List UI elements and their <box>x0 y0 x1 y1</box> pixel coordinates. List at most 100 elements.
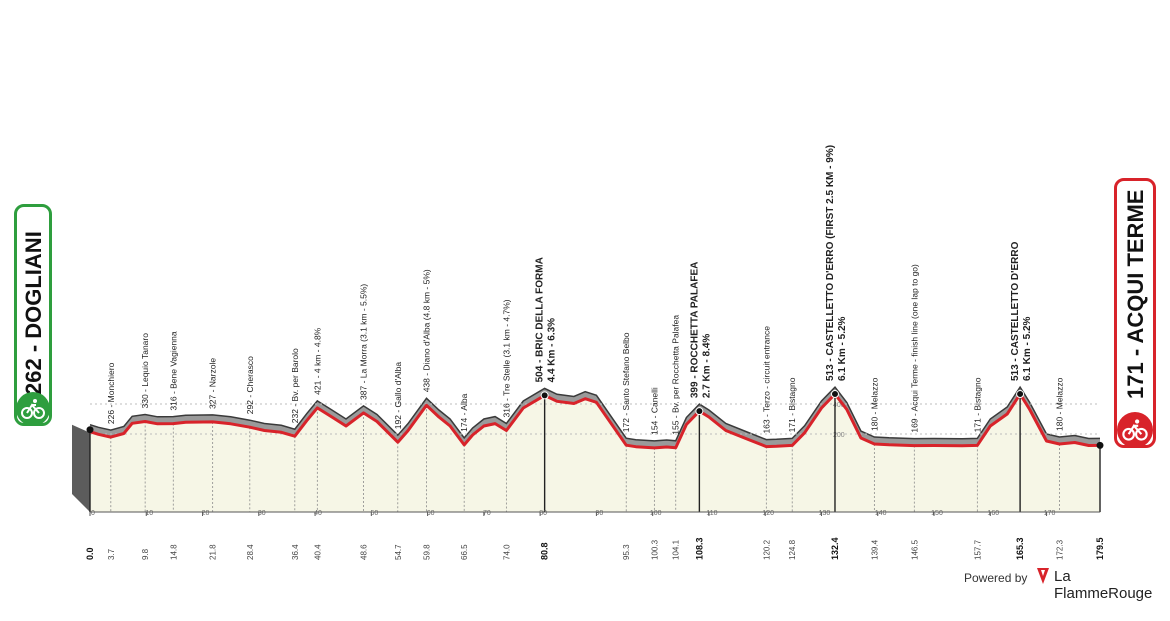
terrain-band <box>90 387 1100 448</box>
x-tick-label: 140 <box>875 510 887 517</box>
waypoint-label: 172 - Santo Stefano Belbo <box>621 332 631 432</box>
waypoint-label-text: 330 - Lequio Tanaro <box>140 333 150 409</box>
waypoint-label-text: 421 - 4 km - 4.8% <box>312 327 322 395</box>
bicycle-icon <box>16 392 50 426</box>
distance-label: 0.0 <box>85 547 95 560</box>
x-tick-label: 80 <box>539 510 547 517</box>
climb-label-line: 4.4 Km - 6.3% <box>547 318 558 383</box>
bicycle-icon <box>1117 412 1153 448</box>
distance-label: 54.7 <box>394 544 403 560</box>
waypoint-label-text: 387 - La Morra (3.1 km - 5.5%) <box>358 284 368 400</box>
finish-badge: 171 - ACQUI TERME <box>1114 178 1156 448</box>
summit-dot <box>695 407 704 416</box>
distance-label: 146.5 <box>910 539 919 560</box>
waypoint-label: 174 - Alba <box>459 393 469 432</box>
waypoint-label: 421 - 4 km - 4.8% <box>312 327 322 395</box>
waypoint-label: 232 - Bv. per Barolo <box>290 348 300 423</box>
waypoint-label: 155 - Bv. per Rocchetta Palafea <box>671 315 681 435</box>
waypoint-label: 163 - Terzo - circuit entrance <box>761 326 771 434</box>
climb-label: 513 - CASTELLETTO D'ERRO 6.1 Km - 5.2% <box>1010 241 1033 381</box>
brand-name: La FlammeRouge <box>1054 568 1153 602</box>
waypoint-label-text: 163 - Terzo - circuit entrance <box>761 326 771 434</box>
waypoint-label: 154 - Canelli <box>649 387 659 435</box>
distance-label: 80.8 <box>540 542 550 560</box>
x-tick-label: 100 <box>650 510 662 517</box>
waypoint-label-text: 316 - Tre Stelle (3.1 km - 4.7%) <box>501 299 511 417</box>
waypoint-label-text: 192 - Gallo d'Alba <box>393 362 403 430</box>
powered-by-text: Powered by <box>964 571 1028 585</box>
climb-label: 513 - CASTELLETTO D'ERRO (FIRST 2.5 KM -… <box>825 145 848 381</box>
summit-dot <box>540 391 549 400</box>
distance-label: 3.7 <box>107 548 116 560</box>
start-dot <box>86 426 94 434</box>
summit-dot <box>830 390 839 399</box>
climb-label-line: 6.1 Km - 5.2% <box>837 316 848 381</box>
distance-label: 59.8 <box>422 544 431 560</box>
distance-label: 104.1 <box>672 539 681 560</box>
climb-label-line: 513 - CASTELLETTO D'ERRO (FIRST 2.5 KM -… <box>825 145 836 381</box>
x-tick-label: 60 <box>427 510 435 517</box>
x-tick-label: 30 <box>258 510 266 517</box>
climb-label-line: 504 - BRIC DELLA FORMA <box>535 257 546 382</box>
waypoint-label: 316 - Bene Vagienna <box>168 331 178 411</box>
x-tick-label: 150 <box>931 510 943 517</box>
distance-label: 66.5 <box>460 544 469 560</box>
distance-label: 21.8 <box>209 544 218 560</box>
climb-label: 504 - BRIC DELLA FORMA 4.4 Km - 6.3% <box>535 257 558 382</box>
start-wall <box>72 424 90 512</box>
distance-label: 132.4 <box>830 537 840 560</box>
waypoint-label: 387 - La Morra (3.1 km - 5.5%) <box>358 284 368 400</box>
waypoint-label-text: 155 - Bv. per Rocchetta Palafea <box>671 315 681 435</box>
x-tick-label: 0 <box>91 510 95 517</box>
ground-area <box>89 393 1101 513</box>
distance-label: 95.3 <box>622 544 631 560</box>
y-tick-label-400: 400 <box>833 402 845 409</box>
distance-label: 157.7 <box>973 539 982 560</box>
climb-label-line: 6.1 Km - 5.2% <box>1022 316 1033 381</box>
distance-label: 36.4 <box>291 544 300 560</box>
distance-label: 28.4 <box>246 544 255 560</box>
distance-label: 9.8 <box>141 548 150 560</box>
waypoint-label-text: 169 - Acqui Terme - finish line (one lap… <box>909 264 919 433</box>
x-tick-label: 130 <box>819 510 831 517</box>
start-badge: 262 - DOGLIANI <box>14 204 52 426</box>
waypoint-label-text: 180 - Melazzo <box>1054 377 1064 431</box>
waypoint-label: 180 - Melazzo <box>869 377 879 431</box>
waypoint-label: 171 - Bistagno <box>972 377 982 432</box>
distance-label: 48.6 <box>359 544 368 560</box>
distance-label: 108.3 <box>694 537 704 560</box>
waypoint-label: 316 - Tre Stelle (3.1 km - 4.7%) <box>501 299 511 417</box>
distance-label: 179.5 <box>1095 537 1105 560</box>
distance-label: 165.3 <box>1015 537 1025 560</box>
waypoint-label: 169 - Acqui Terme - finish line (one lap… <box>909 264 919 433</box>
waypoint-label-text: 438 - Diano d'Alba (4.8 km - 5%) <box>421 269 431 392</box>
x-tick-label: 20 <box>202 510 210 517</box>
distance-label: 120.2 <box>762 539 771 560</box>
waypoint-label-text: 316 - Bene Vagienna <box>168 331 178 411</box>
x-tick-label: 40 <box>314 510 322 517</box>
distance-label: 14.8 <box>169 544 178 560</box>
waypoint-label: 327 - Narzole <box>208 358 218 409</box>
x-tick-label: 70 <box>483 510 491 517</box>
distance-label: 40.4 <box>313 544 322 560</box>
waypoint-label-text: 226 - Monchiero <box>106 362 116 424</box>
waypoint-label-text: 154 - Canelli <box>649 387 659 435</box>
climb-label-line: 2.7 Km - 8.4% <box>701 334 712 399</box>
summit-dot <box>1016 390 1025 399</box>
waypoint-label: 330 - Lequio Tanaro <box>140 333 150 409</box>
x-tick-label: 170 <box>1044 510 1056 517</box>
finish-label: 171 - ACQUI TERME <box>1123 189 1148 399</box>
waypoint-label-text: 174 - Alba <box>459 393 469 432</box>
waypoint-label-text: 171 - Bistagno <box>972 377 982 432</box>
x-tick-label: 10 <box>145 510 153 517</box>
waypoint-label: 171 - Bistagno <box>787 377 797 432</box>
flamme-rouge-logo-icon <box>1037 568 1049 584</box>
climb-label-line: 399 - ROCCHETTA PALAFEA <box>689 262 700 399</box>
distance-label: 74.0 <box>502 544 511 560</box>
x-tick-label: 50 <box>370 510 378 517</box>
waypoint-label: 192 - Gallo d'Alba <box>393 362 403 430</box>
waypoint-label: 180 - Melazzo <box>1054 377 1064 431</box>
x-tick-label: 110 <box>706 510 717 517</box>
